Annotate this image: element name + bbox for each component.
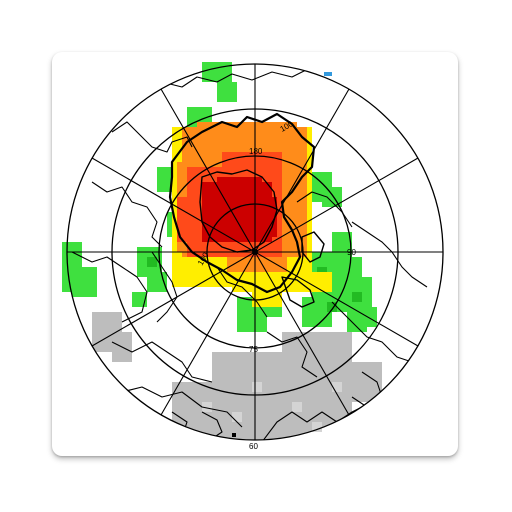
lon-label-180: 180 (249, 147, 263, 156)
polar-map: 180 90 75 60 100 100 (62, 62, 444, 451)
coastlines (71, 66, 428, 440)
grey-cells (92, 312, 382, 440)
small-features (232, 72, 332, 437)
red-cells (202, 177, 277, 242)
lat-label-75: 75 (249, 345, 258, 354)
lon-label-90: 90 (347, 248, 356, 257)
app-icon-tile[interactable]: 180 90 75 60 100 100 (52, 52, 458, 456)
lat-label-60: 60 (249, 442, 258, 451)
contours (168, 112, 325, 308)
grey-cells-light (202, 382, 342, 432)
